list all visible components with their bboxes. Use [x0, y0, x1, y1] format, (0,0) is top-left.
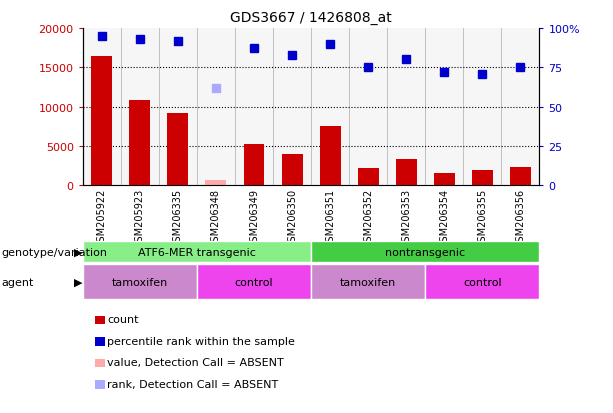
Text: genotype/variation: genotype/variation — [1, 247, 107, 257]
Bar — [358, 169, 379, 186]
Text: ▶: ▶ — [74, 277, 83, 287]
Bar — [197, 29, 235, 186]
Text: tamoxifen: tamoxifen — [340, 277, 397, 287]
Text: agent: agent — [1, 277, 34, 287]
Text: control: control — [463, 277, 501, 287]
Bar — [501, 29, 539, 186]
Bar — [425, 29, 463, 186]
Bar — [463, 29, 501, 186]
Bar — [311, 29, 349, 186]
Bar — [83, 29, 121, 186]
Bar — [159, 29, 197, 186]
Text: value, Detection Call = ABSENT: value, Detection Call = ABSENT — [107, 358, 284, 368]
Text: rank, Detection Call = ABSENT: rank, Detection Call = ABSENT — [107, 379, 278, 389]
Bar — [273, 29, 311, 186]
Text: nontransgenic: nontransgenic — [385, 247, 465, 257]
Bar — [235, 29, 273, 186]
Text: control: control — [235, 277, 273, 287]
Bar — [205, 180, 226, 186]
Text: ▶: ▶ — [74, 247, 83, 257]
Bar — [434, 173, 455, 186]
Bar — [121, 29, 159, 186]
Bar — [243, 144, 264, 186]
Bar — [319, 126, 341, 186]
Bar — [129, 101, 150, 186]
Bar — [349, 29, 387, 186]
Bar — [472, 170, 493, 186]
Bar — [167, 114, 188, 186]
Bar — [281, 154, 303, 186]
Bar — [387, 29, 425, 186]
Text: percentile rank within the sample: percentile rank within the sample — [107, 336, 295, 346]
Text: count: count — [107, 315, 139, 325]
Title: GDS3667 / 1426808_at: GDS3667 / 1426808_at — [230, 11, 392, 25]
Text: tamoxifen: tamoxifen — [112, 277, 168, 287]
Text: ATF6-MER transgenic: ATF6-MER transgenic — [138, 247, 256, 257]
Bar — [396, 160, 417, 186]
Bar — [91, 56, 112, 186]
Bar — [510, 168, 531, 186]
